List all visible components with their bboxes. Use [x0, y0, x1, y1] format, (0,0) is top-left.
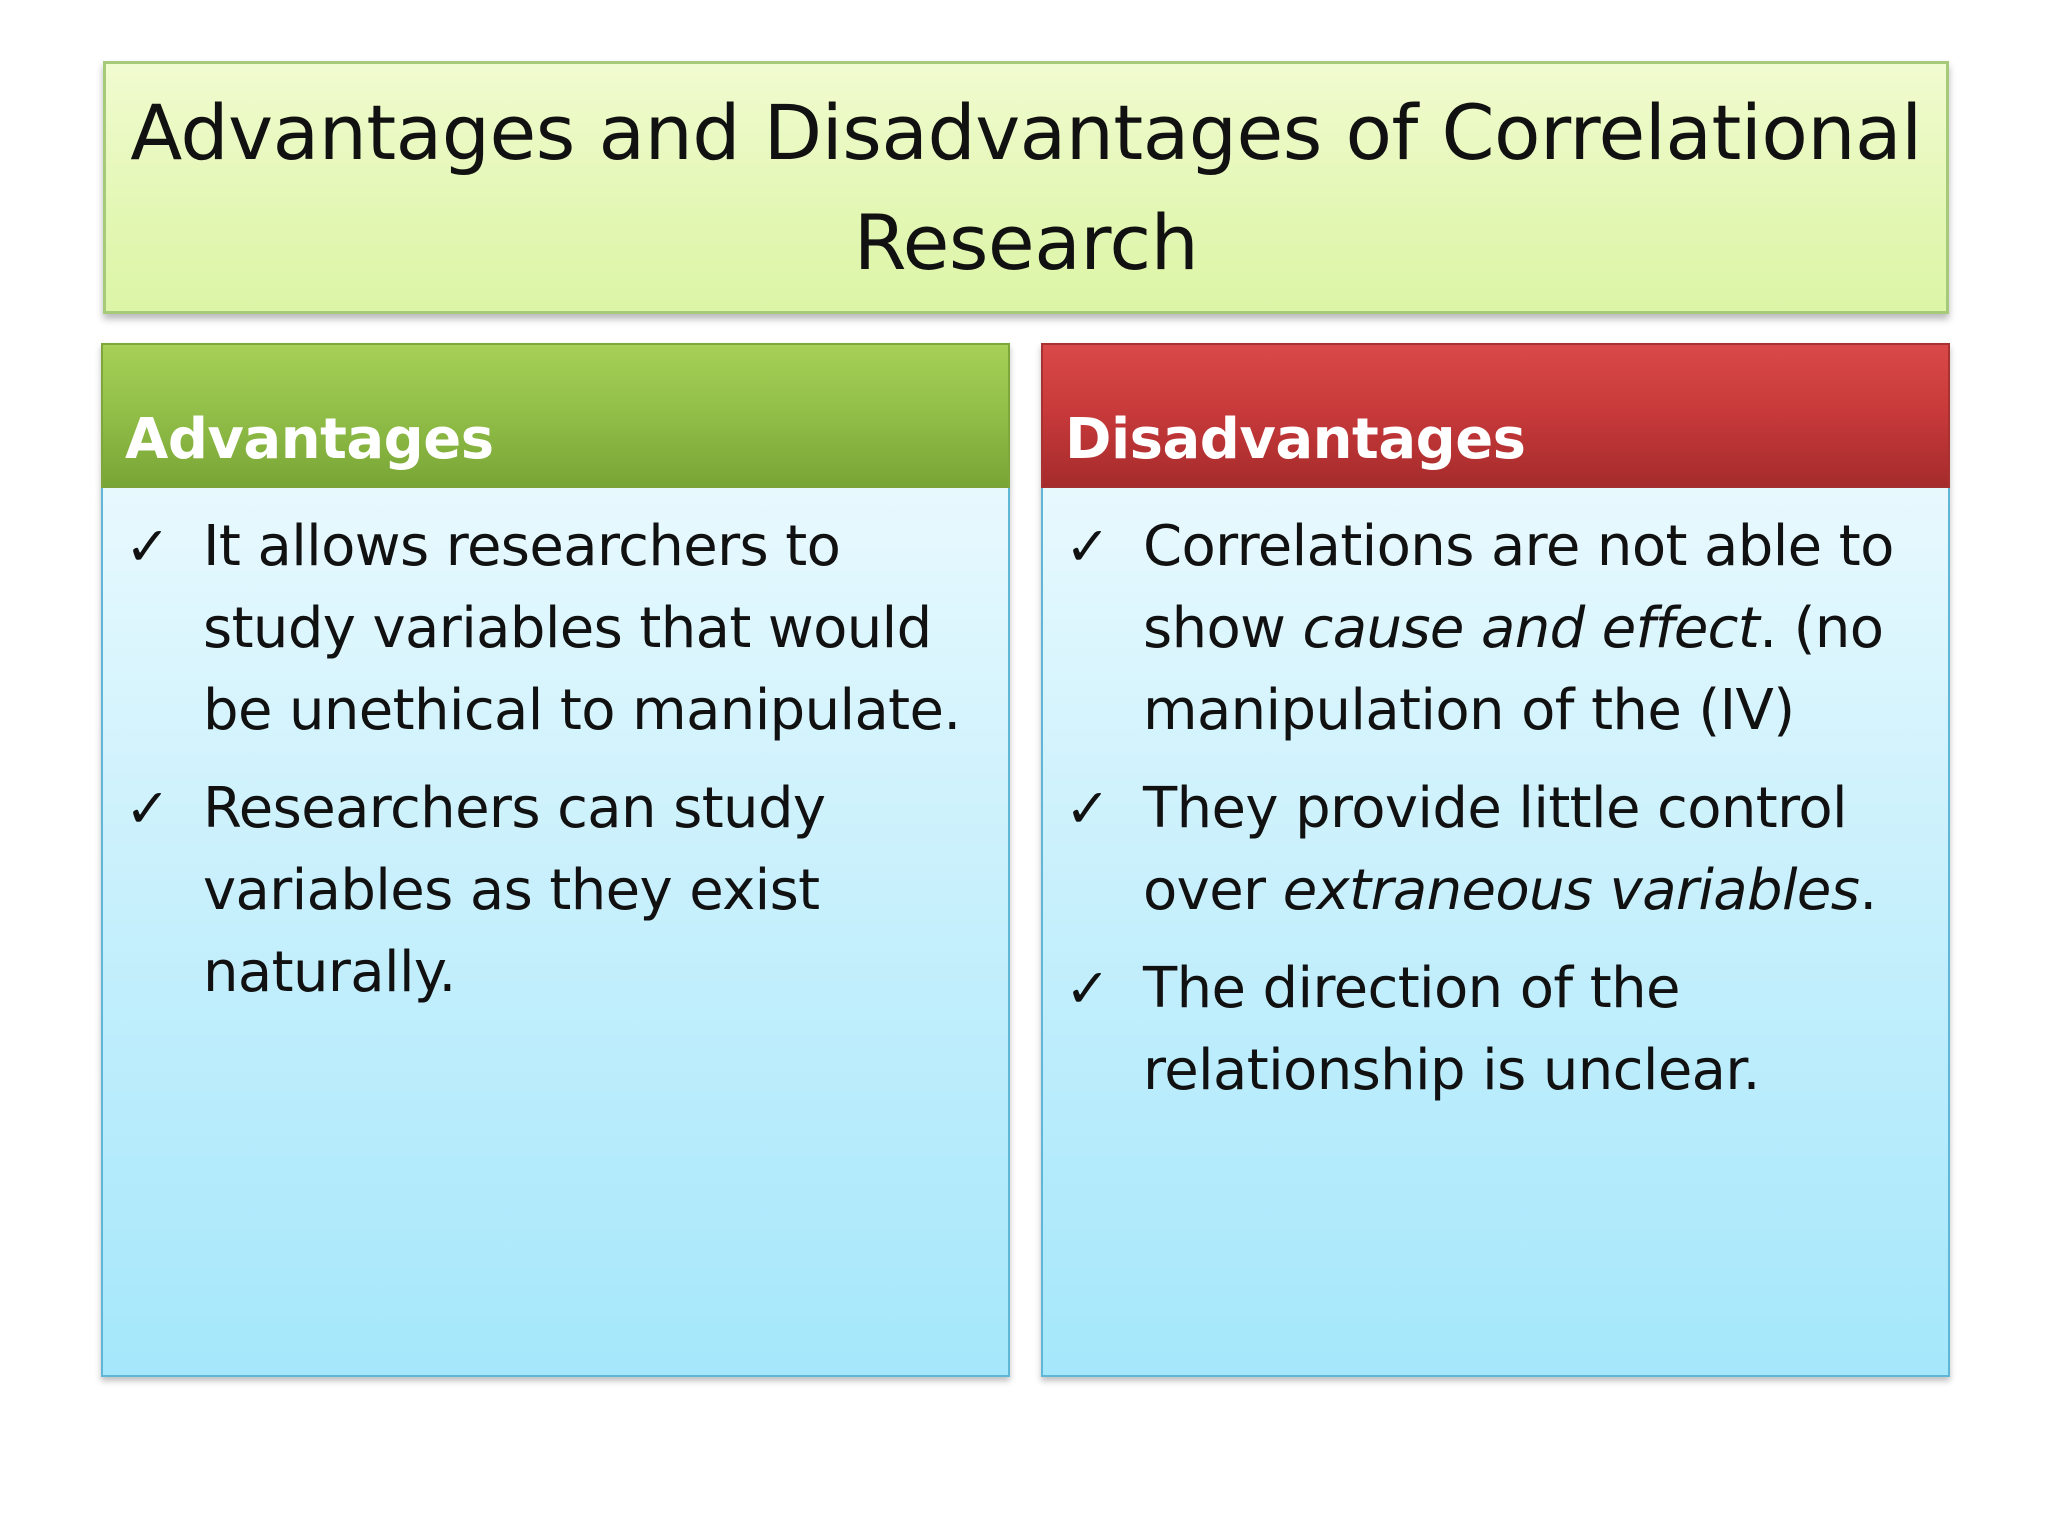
bullet-text: It allows researchers to study variables…	[203, 514, 961, 743]
advantages-list: ✓ It allows researchers to study variabl…	[125, 506, 992, 1030]
bullet-text-pre: Correlations are not able to show	[1143, 514, 1894, 661]
title-box: Advantages and Disadvantages of Correlat…	[103, 61, 1949, 314]
advantages-body: ✓ It allows researchers to study variabl…	[101, 488, 1010, 1377]
checkmark-icon: ✓	[1065, 957, 1110, 1020]
slide-title: Advantages and Disadvantages of Correlat…	[130, 87, 1922, 287]
checkmark-icon: ✓	[1065, 777, 1110, 840]
advantages-header: Advantages	[101, 343, 1010, 488]
bullet-text-pre: The direction of the relationship is unc…	[1143, 956, 1760, 1103]
list-item: ✓ They provide little control over extra…	[1065, 768, 1932, 932]
disadvantages-header-label: Disadvantages	[1065, 407, 1526, 472]
advantages-header-label: Advantages	[125, 407, 494, 472]
checkmark-icon: ✓	[125, 515, 170, 578]
bullet-text-pre: They provide little control over	[1143, 776, 1848, 923]
checkmark-icon: ✓	[125, 777, 170, 840]
bullet-text: Researchers can study variables as they …	[203, 776, 826, 1005]
list-item: ✓ Correlations are not able to show caus…	[1065, 506, 1932, 752]
disadvantages-header: Disadvantages	[1041, 343, 1950, 488]
list-item: ✓ The direction of the relationship is u…	[1065, 948, 1932, 1112]
disadvantages-body: ✓ Correlations are not able to show caus…	[1041, 488, 1950, 1377]
bullet-text-emphasis: cause and effect	[1302, 596, 1760, 661]
disadvantages-panel: Disadvantages ✓ Correlations are not abl…	[1041, 343, 1950, 1377]
bullet-text-post: . (no manipulation of the (IV)	[1143, 596, 1884, 743]
bullet-text-post: .	[1859, 858, 1877, 923]
checkmark-icon: ✓	[1065, 515, 1110, 578]
list-item: ✓ Researchers can study variables as the…	[125, 768, 992, 1014]
disadvantages-list: ✓ Correlations are not able to show caus…	[1065, 506, 1932, 1128]
advantages-panel: Advantages ✓ It allows researchers to st…	[101, 343, 1010, 1377]
list-item: ✓ It allows researchers to study variabl…	[125, 506, 992, 752]
bullet-text-emphasis: extraneous variables	[1282, 858, 1860, 923]
